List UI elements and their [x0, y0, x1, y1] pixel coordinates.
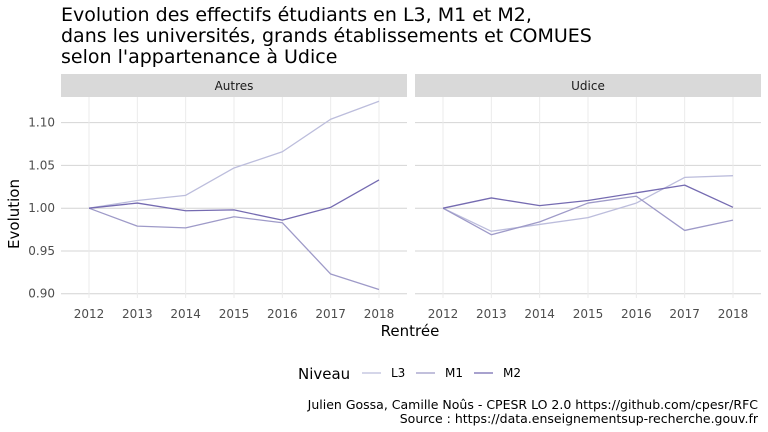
- x-tick-label: 2017: [669, 307, 700, 321]
- x-tick-label: 2018: [718, 307, 749, 321]
- caption-line-2: Source : https://data.enseignementsup-re…: [400, 411, 759, 426]
- y-tick-label: 1.05: [28, 158, 55, 172]
- y-tick-label: 1.00: [28, 201, 55, 215]
- title-line-2: dans les universités, grands établisseme…: [61, 25, 592, 47]
- x-tick-label: 2013: [476, 307, 507, 321]
- x-tick-label: 2018: [364, 307, 395, 321]
- x-tick-label: 2013: [122, 307, 153, 321]
- series-line-m1: [442, 195, 734, 236]
- legend: Niveau L3 M1 M2: [298, 365, 521, 383]
- series-line-l3: [442, 175, 734, 232]
- y-tick-label: 0.95: [28, 244, 55, 258]
- x-tick-label: 2014: [170, 307, 201, 321]
- x-tick-label: 2016: [621, 307, 652, 321]
- legend-label-m1: M1: [445, 366, 463, 380]
- facet-strip: [415, 74, 761, 97]
- series-line-l3: [88, 100, 380, 209]
- y-tick-label: 0.90: [28, 287, 55, 301]
- chart-title: Evolution des effectifs étudiants en L3,…: [61, 4, 592, 68]
- series-line-m1: [88, 207, 380, 291]
- legend-label-l3: L3: [391, 366, 405, 380]
- facet-strip-label: Udice: [571, 79, 605, 93]
- y-tick-label: 1.10: [28, 116, 55, 130]
- title-line-3: selon l'appartenance à Udice: [61, 46, 337, 68]
- x-tick-label: 2015: [573, 307, 604, 321]
- title-line-1: Evolution des effectifs étudiants en L3,…: [61, 4, 532, 26]
- caption: Julien Gossa, Camille Noûs - CPESR LO 2.…: [307, 397, 759, 426]
- legend-label-m2: M2: [503, 366, 521, 380]
- x-tick-label: 2016: [267, 307, 298, 321]
- x-tick-label: 2014: [524, 307, 555, 321]
- facet-strip-label: Autres: [215, 79, 254, 93]
- series-line-m2: [442, 184, 734, 209]
- x-tick-label: 2012: [428, 307, 459, 321]
- x-axis-title: Rentrée: [381, 322, 440, 340]
- panel-udice: Udice 2012 2013 2014 2015 2016 2017 2018: [415, 74, 761, 321]
- series-line-m2: [88, 179, 380, 221]
- facet-strip: [61, 74, 407, 97]
- y-axis-title: Evolution: [5, 179, 23, 249]
- x-tick-label: 2012: [74, 307, 105, 321]
- caption-line-1: Julien Gossa, Camille Noûs - CPESR LO 2.…: [307, 397, 759, 412]
- panel-autres: Autres 0.90 0.95 1.00 1.05 1.10 2012 2013 2014 20…: [28, 74, 407, 321]
- x-tick-label: 2017: [315, 307, 346, 321]
- x-tick-label: 2015: [219, 307, 250, 321]
- legend-title: Niveau: [298, 365, 350, 383]
